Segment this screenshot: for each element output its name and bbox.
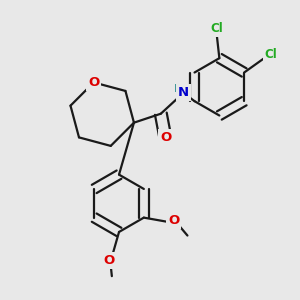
Text: Cl: Cl bbox=[210, 22, 223, 35]
Text: N: N bbox=[178, 86, 189, 99]
Text: O: O bbox=[88, 76, 99, 89]
Text: O: O bbox=[160, 131, 171, 144]
Text: O: O bbox=[168, 214, 179, 227]
Text: Cl: Cl bbox=[265, 48, 278, 61]
Text: O: O bbox=[103, 254, 115, 266]
Text: H: H bbox=[174, 84, 183, 94]
